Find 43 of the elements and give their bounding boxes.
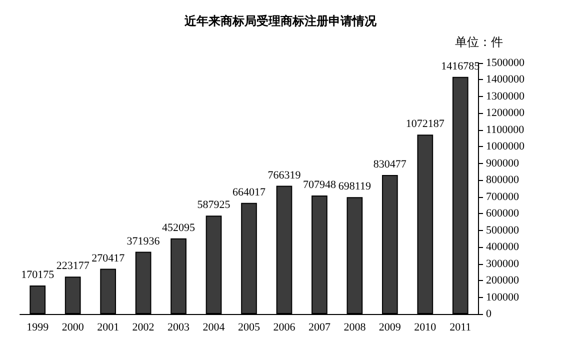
y-tick-label: 0 [486, 308, 492, 320]
data-label: 766319 [268, 169, 302, 182]
x-tick-label: 2000 [62, 322, 84, 334]
x-tick-label: 2006 [273, 322, 296, 334]
y-tick-label: 700000 [486, 190, 520, 203]
y-tick-label: 1100000 [486, 124, 525, 136]
x-tick-label: 2005 [238, 322, 260, 334]
data-label: 223177 [56, 260, 90, 272]
y-tick-label: 1400000 [486, 74, 525, 86]
data-label: 587925 [197, 199, 231, 212]
y-tick-label: 1500000 [486, 57, 525, 69]
x-tick-label: 2010 [414, 322, 437, 334]
x-tick-label: 1999 [26, 322, 50, 334]
data-label: 371936 [126, 235, 160, 248]
x-tick-label: 2002 [132, 322, 154, 334]
data-label: 270417 [92, 252, 126, 264]
x-tick-label: 2001 [97, 322, 120, 334]
y-tick-label: 900000 [486, 157, 520, 170]
y-tick-label: 200000 [486, 274, 520, 287]
y-tick-label: 300000 [486, 258, 520, 270]
x-tick-label: 2007 [308, 322, 331, 334]
data-label: 698119 [338, 180, 372, 193]
x-tick-label: 2009 [378, 322, 402, 334]
data-label: 707948 [302, 179, 336, 192]
text: 单位：件 [455, 35, 503, 49]
y-tick-label: 800000 [486, 174, 520, 186]
data-label: 1072187 [406, 118, 445, 130]
y-tick-label: 1000000 [486, 140, 525, 153]
x-tick-label: 2003 [168, 322, 190, 334]
data-label: 452095 [162, 222, 196, 234]
data-label: 664017 [232, 186, 266, 198]
x-tick-label: 2008 [344, 322, 366, 334]
y-tick-label: 1300000 [486, 90, 525, 102]
data-label: 170175 [21, 269, 55, 282]
y-tick-label: 100000 [486, 291, 520, 304]
x-tick-label: 2011 [450, 322, 472, 334]
data-label: 830477 [373, 158, 407, 171]
x-tick-label: 2004 [202, 322, 226, 334]
y-tick-label: 600000 [486, 208, 520, 220]
y-tick-label: 400000 [486, 241, 520, 254]
y-tick-label: 1200000 [486, 107, 525, 120]
chart-title: 近年来商标局受理商标注册申请情况 [184, 14, 378, 28]
y-tick-label: 500000 [486, 224, 520, 236]
